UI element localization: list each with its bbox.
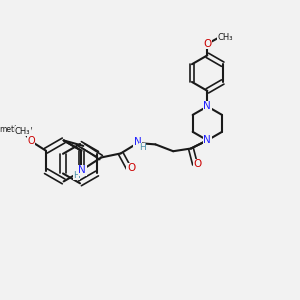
Text: O: O bbox=[27, 136, 35, 146]
Text: H: H bbox=[139, 143, 146, 152]
Text: CH₃: CH₃ bbox=[217, 33, 232, 42]
Text: N: N bbox=[203, 101, 211, 111]
Text: O: O bbox=[193, 159, 201, 169]
Text: N: N bbox=[134, 137, 142, 147]
Text: N: N bbox=[203, 135, 211, 145]
Text: methoxy: methoxy bbox=[0, 125, 32, 134]
Text: N: N bbox=[78, 165, 86, 176]
Text: O: O bbox=[127, 164, 135, 173]
Text: N: N bbox=[203, 135, 211, 145]
Text: O: O bbox=[203, 39, 212, 49]
Text: H: H bbox=[73, 171, 80, 180]
Text: CH₃: CH₃ bbox=[15, 127, 30, 136]
